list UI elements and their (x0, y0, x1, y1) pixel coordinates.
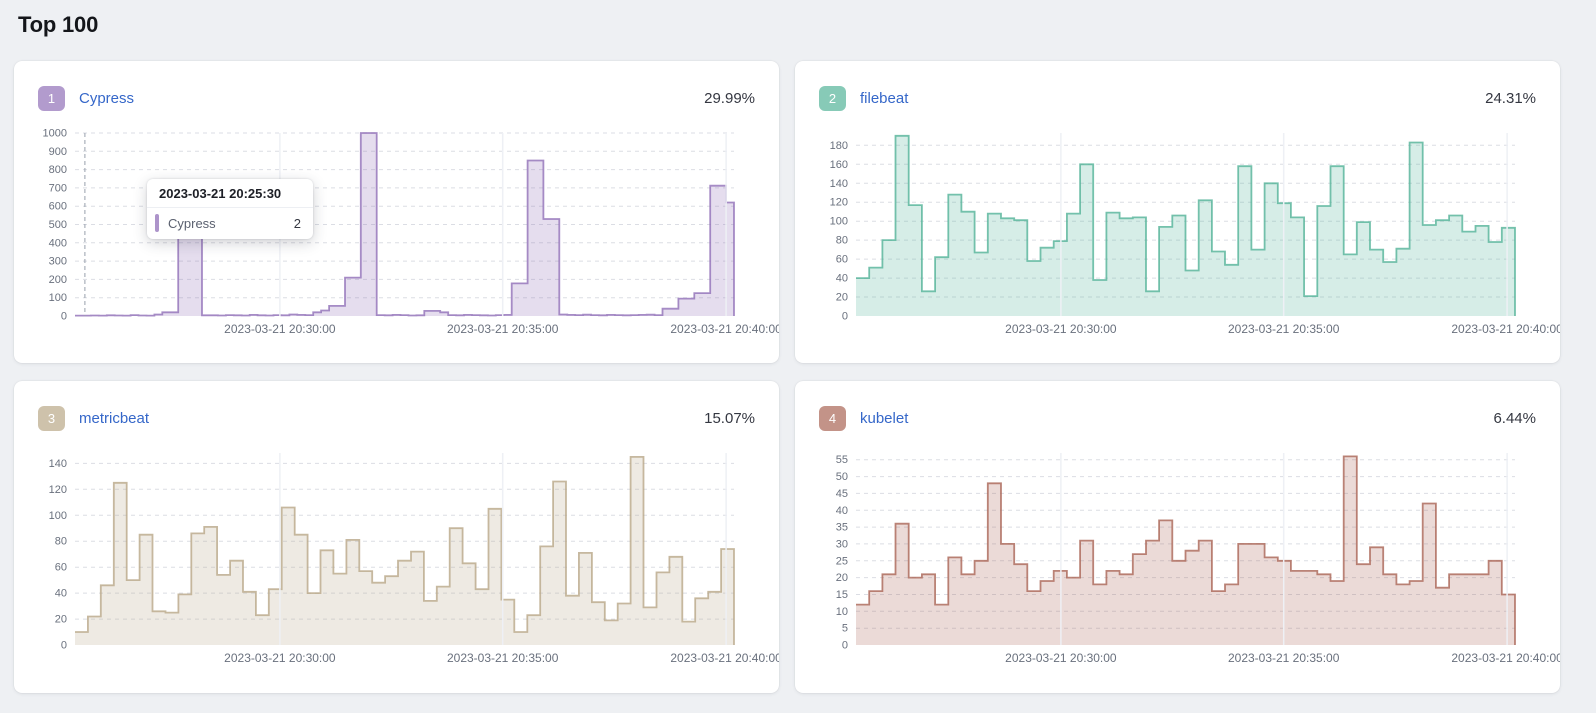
svg-text:20: 20 (836, 292, 848, 304)
series-color-marker (155, 214, 159, 232)
svg-text:100: 100 (830, 216, 848, 228)
svg-text:35: 35 (836, 522, 848, 534)
tooltip-timestamp: 2023-03-21 20:25:30 (147, 179, 313, 208)
card-header: 4 kubelet 6.44% (819, 405, 1536, 431)
svg-text:400: 400 (49, 237, 67, 249)
svg-text:200: 200 (49, 274, 67, 286)
svg-text:80: 80 (836, 235, 848, 247)
svg-text:60: 60 (55, 562, 67, 574)
svg-text:50: 50 (836, 471, 848, 483)
page-title: Top 100 (18, 12, 99, 37)
svg-text:5: 5 (842, 623, 848, 635)
svg-text:100: 100 (49, 292, 67, 304)
card-header: 3 metricbeat 15.07% (38, 405, 755, 431)
svg-text:140: 140 (830, 178, 848, 190)
svg-text:800: 800 (49, 164, 67, 176)
svg-text:180: 180 (830, 140, 848, 152)
percent-value: 24.31% (1485, 89, 1536, 107)
series-link-filebeat[interactable]: filebeat (860, 89, 909, 107)
svg-text:120: 120 (49, 484, 67, 496)
svg-text:2023-03-21 20:30:00: 2023-03-21 20:30:00 (1005, 651, 1117, 665)
percent-value: 6.44% (1493, 409, 1536, 427)
svg-text:45: 45 (836, 488, 848, 500)
svg-text:120: 120 (830, 197, 848, 209)
filebeat-chart[interactable]: 180 160 140 120 100 80 60 40 20 0 2023-03-21 20:30… (819, 129, 1560, 346)
svg-text:1000: 1000 (43, 128, 67, 140)
kubelet-chart[interactable]: 55 50 45 40 35 30 25 20 15 10 5 0 2023-03-21 20:30:0… (819, 449, 1560, 675)
svg-text:500: 500 (49, 219, 67, 231)
charts-grid: 1 Cypress 29.99% 1000 900 800 700 600 500 400 3… (14, 61, 1596, 693)
svg-text:600: 600 (49, 201, 67, 213)
series-link-kubelet[interactable]: kubelet (860, 409, 909, 427)
svg-text:2023-03-21 20:40:00: 2023-03-21 20:40:00 (1451, 651, 1560, 665)
svg-text:700: 700 (49, 182, 67, 194)
chart-tooltip: 2023-03-21 20:25:30 Cypress 2 (147, 179, 313, 239)
svg-text:2023-03-21 20:30:00: 2023-03-21 20:30:00 (1005, 322, 1117, 336)
svg-text:900: 900 (49, 146, 67, 158)
svg-text:80: 80 (55, 536, 67, 548)
percent-value: 29.99% (704, 89, 755, 107)
tooltip-series-value: 2 (293, 215, 301, 231)
svg-text:55: 55 (836, 454, 848, 466)
svg-text:20: 20 (836, 572, 848, 584)
svg-text:100: 100 (49, 510, 67, 522)
svg-text:10: 10 (836, 606, 848, 618)
card-header: 1 Cypress 29.99% (38, 85, 755, 111)
svg-text:2023-03-21 20:30:00: 2023-03-21 20:30:00 (224, 322, 336, 336)
svg-text:300: 300 (49, 256, 67, 268)
rank-badge: 3 (38, 405, 65, 431)
svg-text:0: 0 (61, 311, 67, 323)
svg-text:15: 15 (836, 589, 848, 601)
svg-text:2023-03-21 20:35:00: 2023-03-21 20:35:00 (1228, 651, 1340, 665)
svg-text:0: 0 (842, 640, 848, 652)
svg-text:60: 60 (836, 254, 848, 266)
rank-badge: 2 (819, 85, 846, 111)
rank-badge: 4 (819, 405, 846, 431)
svg-text:0: 0 (842, 311, 848, 323)
tooltip-row: Cypress 2 (147, 208, 313, 239)
svg-text:2023-03-21 20:35:00: 2023-03-21 20:35:00 (447, 322, 559, 336)
svg-text:0: 0 (61, 640, 67, 652)
svg-text:40: 40 (836, 505, 848, 517)
tooltip-series-name: Cypress (168, 215, 216, 231)
metricbeat-chart[interactable]: 140 120 100 80 60 40 20 0 2023-03-21 20:30:00 202… (38, 449, 779, 675)
svg-text:40: 40 (836, 273, 848, 285)
svg-text:2023-03-21 20:35:00: 2023-03-21 20:35:00 (1228, 322, 1340, 336)
series-link-cypress[interactable]: Cypress (79, 89, 135, 107)
svg-text:2023-03-21 20:40:00: 2023-03-21 20:40:00 (670, 322, 779, 336)
svg-text:160: 160 (830, 159, 848, 171)
svg-text:140: 140 (49, 458, 67, 470)
series-link-metricbeat[interactable]: metricbeat (79, 409, 150, 427)
svg-text:2023-03-21 20:30:00: 2023-03-21 20:30:00 (224, 651, 336, 665)
svg-text:20: 20 (55, 614, 67, 626)
svg-text:30: 30 (836, 538, 848, 550)
svg-text:2023-03-21 20:35:00: 2023-03-21 20:35:00 (447, 651, 559, 665)
svg-text:40: 40 (55, 588, 67, 600)
card-header: 2 filebeat 24.31% (819, 85, 1536, 111)
percent-value: 15.07% (704, 409, 755, 427)
svg-text:2023-03-21 20:40:00: 2023-03-21 20:40:00 (1451, 322, 1560, 336)
chart-card-filebeat: 2 filebeat 24.31% 180 160 140 120 100 80 60 40 2… (795, 61, 1560, 363)
rank-badge: 1 (38, 85, 65, 111)
chart-card-metricbeat: 3 metricbeat 15.07% 140 120 100 80 60 40 20 0 20… (14, 381, 779, 693)
chart-card-kubelet: 4 kubelet 6.44% 55 50 45 40 35 30 25 20 15 10 5 0 20… (795, 381, 1560, 693)
svg-text:2023-03-21 20:40:00: 2023-03-21 20:40:00 (670, 651, 779, 665)
svg-text:25: 25 (836, 555, 848, 567)
cypress-chart[interactable]: 1000 900 800 700 600 500 400 300 200 100 0 2023-03-… (38, 128, 779, 346)
chart-card-cypress: 1 Cypress 29.99% 1000 900 800 700 600 500 400 3… (14, 61, 779, 363)
